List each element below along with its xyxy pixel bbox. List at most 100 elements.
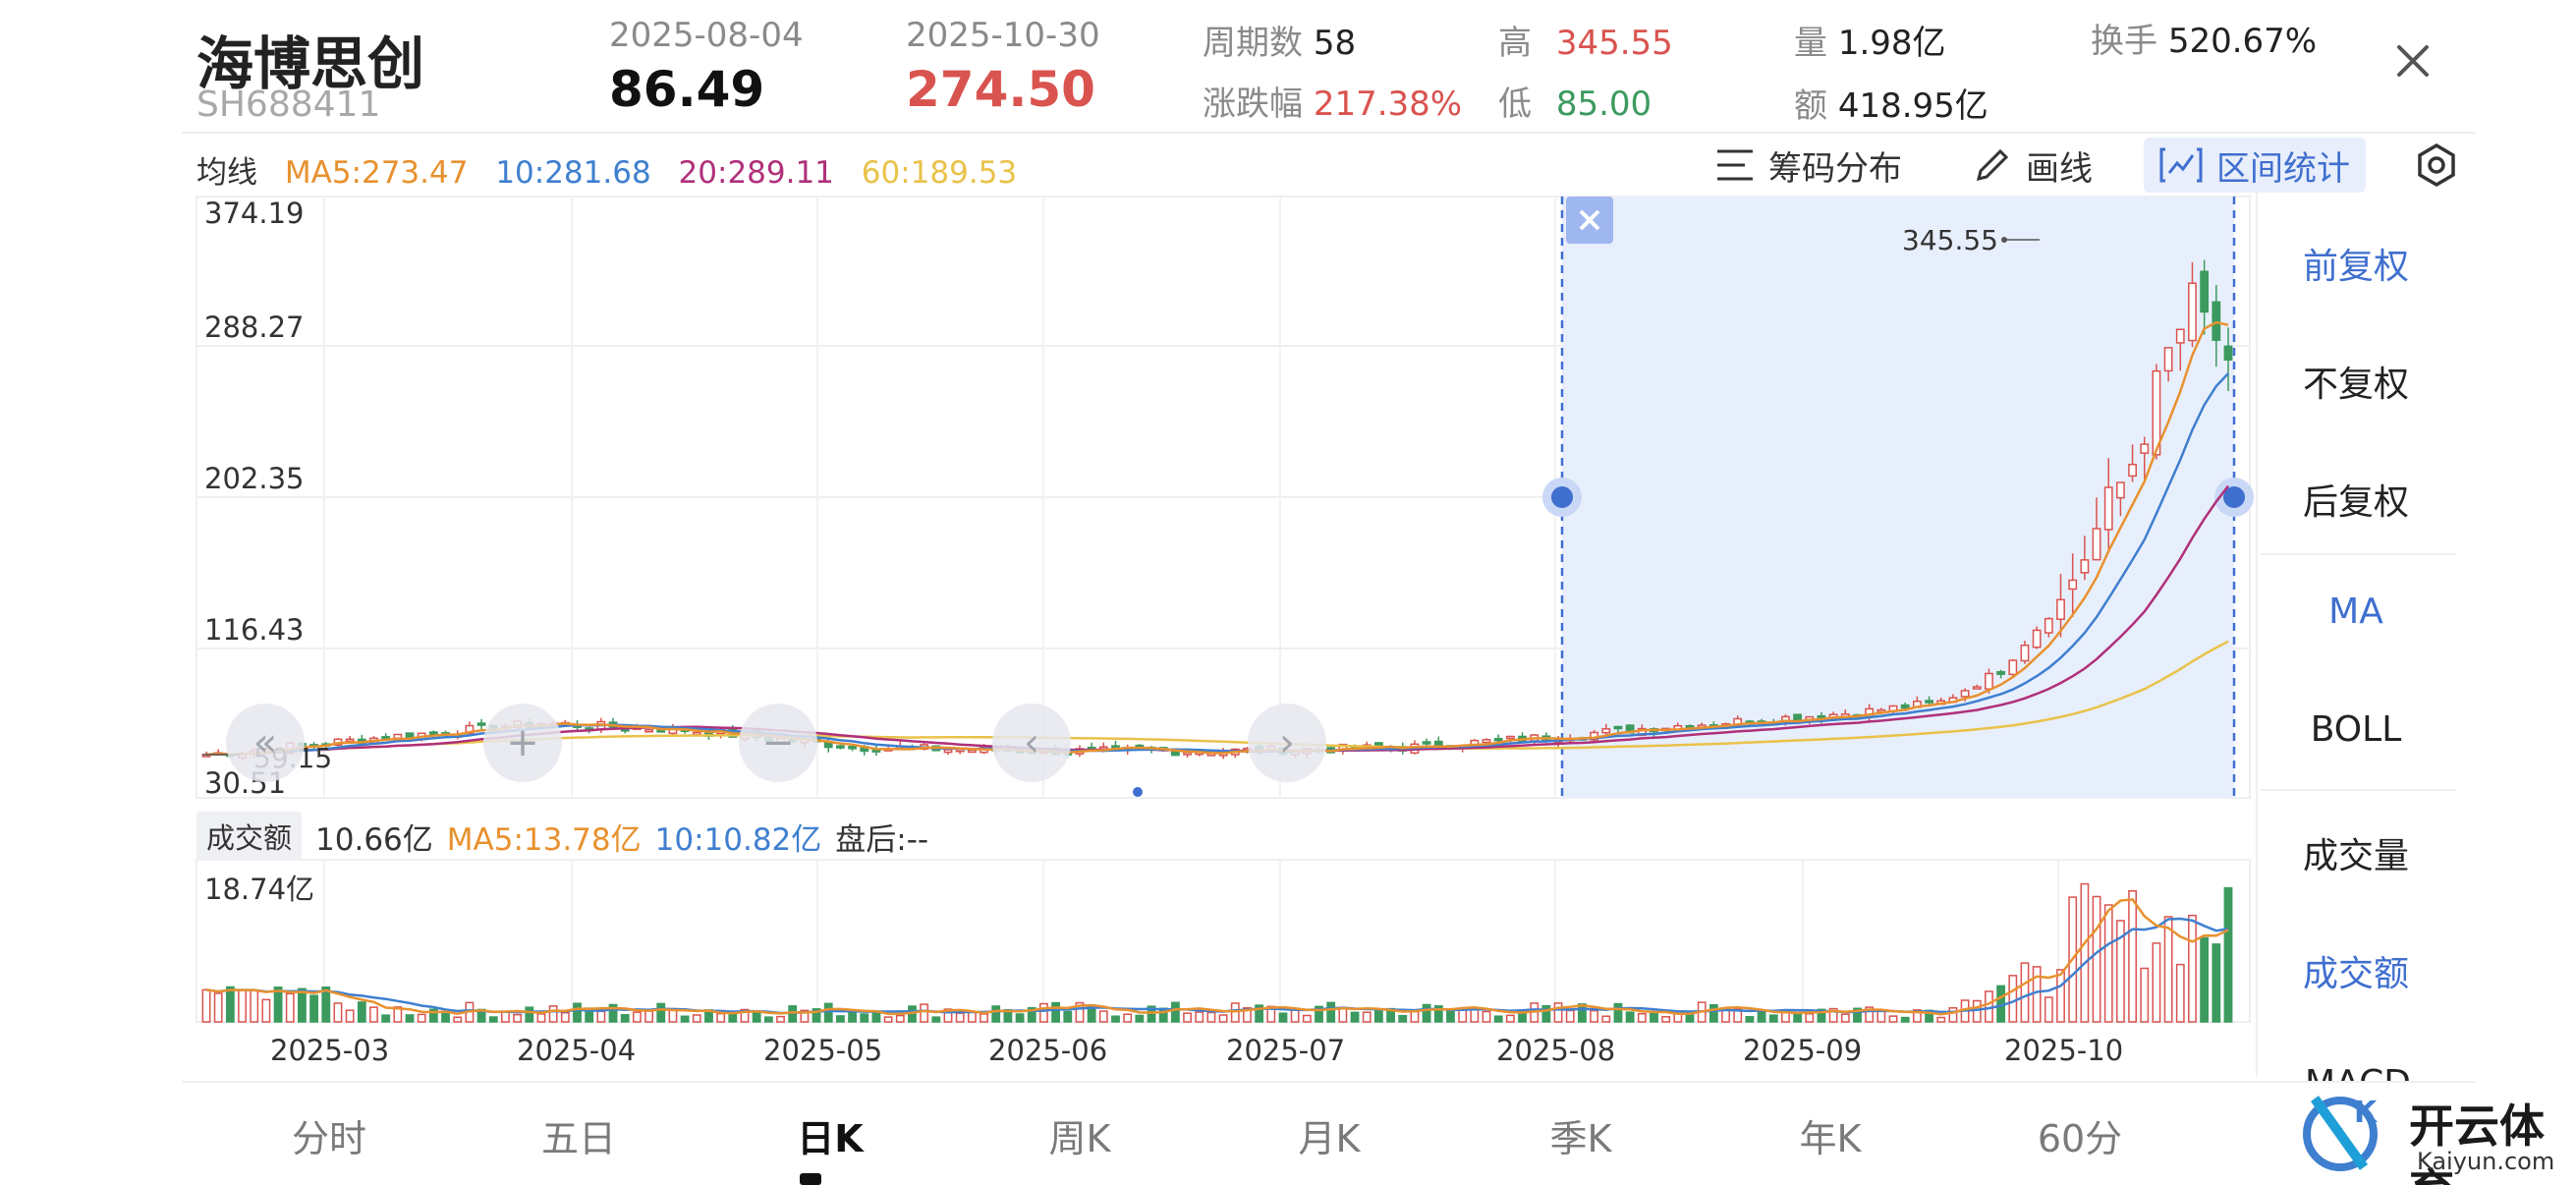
tab-quarterly-k[interactable]: 季K [1549, 1117, 1612, 1160]
period-label: 周期数 [1203, 24, 1303, 63]
period-count: 周期数 58 [1203, 16, 1356, 64]
volume-label: 量 [1794, 24, 1827, 63]
sidebar-item-boll[interactable]: BOLL [2310, 709, 2402, 750]
volume-bar [2128, 889, 2137, 1023]
candle-body [2212, 301, 2221, 341]
ma10-value: 10:281.68 [495, 155, 651, 191]
volume-bar [680, 1015, 690, 1023]
volume-bar [1218, 1014, 1228, 1023]
volume-bar [405, 1014, 415, 1023]
volume-bar [1398, 1014, 1408, 1023]
high-value: 345.55 [1555, 24, 1673, 63]
candle-body [2020, 645, 2030, 662]
tab-daily-k[interactable]: 日K [797, 1117, 864, 1160]
sidebar-item-ma[interactable]: MA [2328, 592, 2383, 632]
chart-range-icon [2159, 147, 2203, 183]
volume-bar [250, 988, 259, 1023]
chips-distribution-button[interactable]: 筹码分布 [1700, 138, 1918, 193]
candle-body [1422, 741, 1431, 745]
zoom-out-button[interactable]: − [739, 704, 817, 782]
volume-ma10-line [205, 917, 2229, 1015]
volume-bar [2092, 895, 2101, 1023]
volume-bar [1625, 1011, 1635, 1023]
volume-bar [1745, 1016, 1755, 1023]
interval-close-button[interactable] [1566, 197, 1613, 244]
scroll-left-button[interactable]: ‹ [992, 704, 1071, 782]
volume-bar [1888, 1015, 1898, 1023]
double-chevron-left-icon: « [252, 720, 278, 765]
header-divider [182, 132, 2476, 134]
volume-ma5: MA5:13.78亿 [446, 821, 642, 858]
volume-bar [740, 1008, 750, 1023]
high-marker-label: 345.55 [1902, 224, 1998, 256]
tab-yearly-k[interactable]: 年K [1799, 1117, 1862, 1160]
tab-60min[interactable]: 60分 [2037, 1117, 2123, 1160]
volume-bar [441, 1011, 450, 1023]
candle-body [2175, 328, 2185, 344]
sidebar-item-forward-adjust[interactable]: 前复权 [2302, 247, 2409, 287]
volume-bar [848, 1010, 857, 1023]
volume-bar [1195, 1011, 1204, 1023]
date-axis-label: 2025-03 [270, 1034, 390, 1067]
volume-bar [776, 1015, 785, 1023]
volume-bar [1972, 999, 1982, 1023]
tab-weekly-k[interactable]: 周K [1048, 1117, 1111, 1160]
volume-bar [1350, 1011, 1360, 1023]
date-axis-label: 2025-06 [988, 1034, 1108, 1067]
volume-title[interactable]: 成交额 [196, 812, 303, 861]
volume-bar [1039, 1002, 1048, 1023]
interval-shading [1562, 197, 2234, 798]
candle-body [2115, 481, 2125, 499]
volume-bar [2080, 882, 2090, 1023]
low-price: 低 85.00 [1498, 77, 1652, 125]
volume-bar [357, 1001, 366, 1023]
sidebar-item-no-adjust[interactable]: 不复权 [2302, 365, 2409, 405]
volume-bar [1098, 1010, 1108, 1023]
close-icon[interactable] [2387, 35, 2438, 86]
sidebar-item-backward-adjust[interactable]: 后复权 [2302, 482, 2409, 523]
draw-line-button[interactable]: 画线 [1957, 138, 2108, 193]
volume-bar [536, 1013, 546, 1023]
watermark-logo: K [2295, 1079, 2403, 1177]
volume-bar [632, 1011, 642, 1023]
ma-legend: 均线 MA5:273.47 10:281.68 20:289.11 60:189… [196, 147, 1035, 192]
candle-body [2140, 443, 2150, 454]
volume-bar [321, 986, 331, 1023]
scroll-left-fast-button[interactable]: « [226, 704, 305, 782]
high-marker-dot [2001, 237, 2007, 243]
interval-stats-button[interactable]: 区间统计 [2144, 138, 2366, 193]
volume-bar [285, 992, 295, 1023]
volume-bar [1757, 1009, 1766, 1023]
volume-bar [1373, 1008, 1383, 1023]
sidebar-item-volume[interactable]: 成交量 [2302, 836, 2409, 876]
candle-body [692, 731, 701, 736]
tab-active-indicator [800, 1173, 821, 1185]
settings-icon[interactable] [2413, 141, 2460, 189]
volume-value: 1.98亿 [1837, 24, 1946, 63]
tab-intraday[interactable]: 分时 [291, 1117, 366, 1160]
turnover-stat: 换手 520.67% [2091, 14, 2317, 62]
close-icon [1579, 209, 1600, 231]
scroll-right-button[interactable]: › [1248, 704, 1326, 782]
candle-body [644, 728, 653, 733]
volume-bar [800, 1009, 810, 1023]
volume-bar [1553, 1002, 1563, 1023]
candle-body [1183, 752, 1192, 756]
volume-bar [333, 1002, 343, 1023]
volume-value: 10.66亿 [315, 821, 433, 858]
volume-frame [196, 859, 2251, 1023]
tab-five-day[interactable]: 五日 [540, 1117, 616, 1160]
zoom-in-button[interactable]: + [483, 704, 562, 782]
tab-monthly-k[interactable]: 月K [1298, 1117, 1361, 1160]
candle-body [2068, 579, 2078, 591]
volume-bar [943, 1008, 953, 1023]
sidebar-item-amount[interactable]: 成交额 [2302, 954, 2409, 994]
sidebar-item-macd[interactable]: MACD [2260, 1063, 2456, 1083]
volume-bar [967, 1011, 977, 1023]
volume-bar [2008, 975, 2018, 1023]
candle-body [1793, 713, 1803, 722]
candle-body [2056, 598, 2065, 620]
volume-bar [428, 1008, 438, 1023]
volume-stat: 量 1.98亿 [1794, 16, 1946, 64]
